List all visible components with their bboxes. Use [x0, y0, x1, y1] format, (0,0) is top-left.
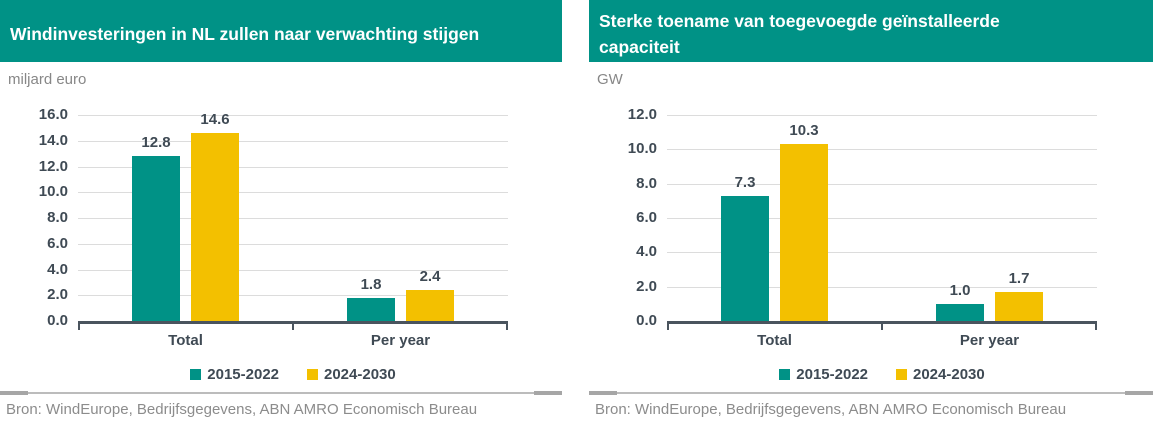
category-label: Per year — [959, 332, 1020, 349]
y-tick-label: 4.0 — [47, 260, 68, 278]
plot-area: 12.8 14.6 Total 1.8 2.4 Per year — [78, 91, 508, 359]
x-axis-tick — [667, 321, 669, 330]
gridline — [78, 115, 508, 116]
bar-value-label: 7.3 — [734, 173, 756, 191]
legend-swatch — [307, 368, 318, 380]
bar-value-label: 1.8 — [360, 275, 382, 293]
legend-swatch — [779, 368, 791, 380]
bar-value-label: 2.4 — [419, 268, 441, 286]
y-tick-label: 6.0 — [636, 209, 657, 226]
category-label: Total — [168, 332, 203, 349]
chart-panel-wind-investments: Windinvesteringen in NL zullen naar verw… — [0, 0, 562, 419]
y-tick-label: 0.0 — [636, 312, 657, 329]
y-tick-label: 16.0 — [38, 106, 68, 123]
x-axis-tick — [78, 321, 80, 330]
gridline — [78, 166, 508, 168]
legend-item-2024-2030: 2024-2030 — [896, 366, 985, 383]
gridline — [78, 243, 508, 245]
y-tick-label: 12.0 — [627, 106, 657, 123]
legend-label: 2015-2022 — [207, 365, 279, 383]
legend: 2015-2022 2024-2030 — [78, 365, 508, 383]
legend-item-2024-2030: 2024-2030 — [307, 366, 396, 383]
gridline — [78, 295, 508, 297]
gridline — [667, 149, 1097, 151]
bar-2015-2022-total — [132, 156, 180, 321]
bar-value-label: 14.6 — [200, 111, 230, 129]
gridline — [667, 115, 1097, 116]
source-note: Bron: WindEurope, Bedrijfsgegevens, ABN … — [6, 401, 478, 418]
y-axis-unit-label: miljard euro — [8, 71, 87, 88]
y-axis-unit-label: GW — [597, 71, 623, 88]
gridline — [667, 252, 1097, 254]
y-axis: 0.0 2.0 4.0 6.0 8.0 10.0 12.0 — [589, 91, 657, 359]
divider-rule — [0, 391, 562, 395]
bar-2015-2022-total — [721, 195, 769, 321]
y-tick-label: 4.0 — [636, 243, 657, 261]
divider-rule — [589, 391, 1153, 395]
bar-2015-2022-per-year — [936, 303, 984, 321]
legend: 2015-2022 2024-2030 — [667, 365, 1097, 383]
chart-title: Windinvesteringen in NL zullen naar verw… — [10, 23, 480, 44]
plot-area: 7.3 10.3 Total 1.0 1.7 Per year — [667, 91, 1097, 359]
y-axis: 0.0 2.0 4.0 6.0 8.0 10.0 12.0 14.0 16.0 — [0, 91, 68, 359]
source-note: Bron: WindEurope, Bedrijfsgegevens, ABN … — [595, 401, 1067, 418]
chart-title: Sterke toename van toegevoegde geïnstall… — [599, 10, 1000, 57]
y-tick-label: 6.0 — [47, 234, 68, 252]
bar-2024-2030-per-year — [995, 291, 1043, 321]
x-axis-tick — [881, 321, 883, 330]
chart-header: Sterke toename van toegevoegde geïnstall… — [589, 0, 1153, 62]
chart-panel-installed-capacity: Sterke toename van toegevoegde geïnstall… — [589, 0, 1153, 419]
legend-label: 2024-2030 — [913, 365, 985, 383]
category-label: Total — [757, 332, 792, 349]
bar-value-label: 10.3 — [789, 122, 819, 140]
bar-value-label: 1.0 — [949, 281, 971, 299]
gridline — [667, 218, 1097, 219]
gridline — [667, 286, 1097, 288]
legend-label: 2024-2030 — [324, 365, 396, 383]
chart-header: Windinvesteringen in NL zullen naar verw… — [0, 0, 562, 62]
y-tick-label: 14.0 — [38, 131, 68, 149]
y-tick-label: 0.0 — [47, 312, 68, 329]
legend-swatch — [190, 368, 202, 380]
category-label: Per year — [370, 332, 431, 349]
y-tick-label: 8.0 — [47, 209, 68, 226]
y-tick-label: 2.0 — [636, 277, 657, 295]
bar-2024-2030-total — [191, 133, 239, 321]
bar-2024-2030-total — [780, 144, 828, 321]
legend-swatch — [896, 368, 907, 380]
bar-2015-2022-per-year — [347, 297, 395, 321]
y-tick-label: 10.0 — [38, 183, 68, 201]
bar-2024-2030-per-year — [406, 290, 454, 321]
y-tick-label: 10.0 — [627, 140, 657, 158]
y-tick-label: 2.0 — [47, 286, 68, 304]
y-tick-label: 8.0 — [636, 174, 657, 192]
gridline — [78, 218, 508, 219]
chart-region: 0.0 2.0 4.0 6.0 8.0 10.0 12.0 14.0 16.0 12.8 14.6… — [0, 91, 562, 359]
gridline — [78, 269, 508, 271]
charts-board: Windinvesteringen in NL zullen naar verw… — [0, 0, 1153, 419]
y-tick-label: 12.0 — [38, 157, 68, 175]
x-axis-tick — [292, 321, 294, 330]
x-axis-tick — [506, 321, 508, 330]
gridline — [78, 140, 508, 142]
legend-item-2015-2022: 2015-2022 — [779, 366, 868, 383]
legend-item-2015-2022: 2015-2022 — [190, 366, 279, 383]
gridline — [78, 192, 508, 194]
chart-region: 0.0 2.0 4.0 6.0 8.0 10.0 12.0 7.3 10.3 Total 1.0 1… — [589, 91, 1153, 359]
bar-value-label: 1.7 — [1008, 269, 1030, 287]
legend-label: 2015-2022 — [796, 365, 868, 383]
x-axis-tick — [1095, 321, 1097, 330]
gridline — [667, 183, 1097, 185]
bar-value-label: 12.8 — [141, 134, 171, 152]
